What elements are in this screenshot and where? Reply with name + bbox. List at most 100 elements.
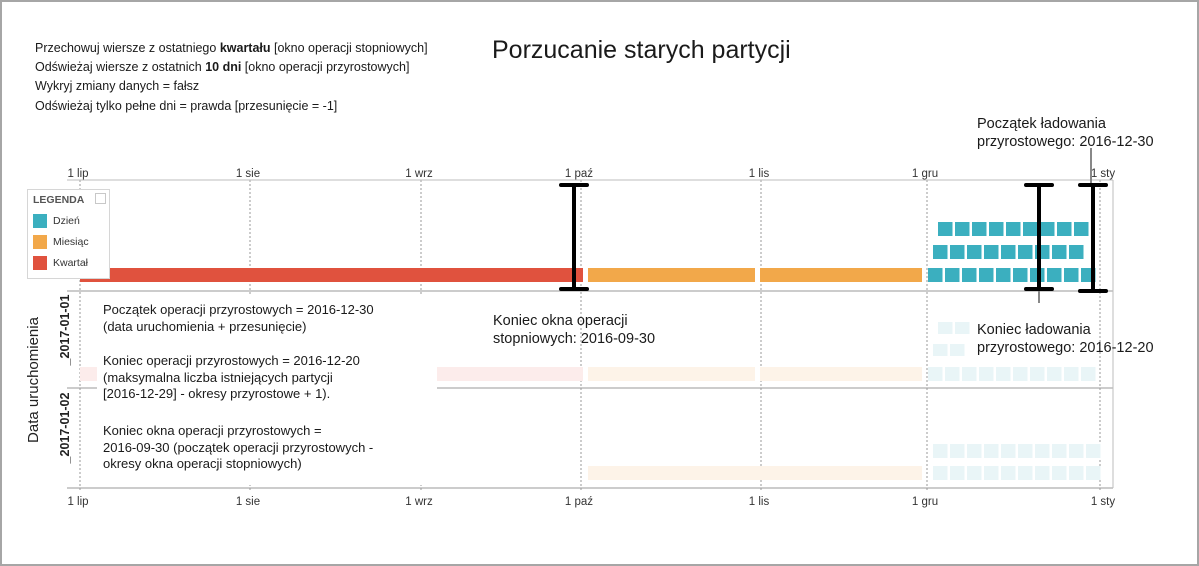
legend-item-1: Miesiąc [33,235,89,249]
day-partition-faded [955,322,970,334]
day-partition [1040,222,1055,236]
axis-tick-label: 1 lis [749,496,770,508]
axis-tick-label: 1 sie [236,496,260,508]
legend-toggle-icon[interactable] [95,193,106,204]
legend-label: Kwartał [53,257,89,269]
row-label: _2017-01-01 [58,295,72,367]
day-partition-faded [1018,466,1033,480]
day-partition [972,222,987,236]
day-partition [984,245,999,259]
day-partition [1057,222,1072,236]
day-partition [967,245,982,259]
day-partition [933,245,948,259]
quarter-bar [80,268,583,282]
day-partition [928,268,943,282]
day-partition [962,268,977,282]
month-bar-faded [588,367,755,381]
explanation-line: Koniec okna operacji przyrostowych = [103,423,322,438]
note-line: Koniec okna operacji [493,313,628,329]
config-line: Odświeżaj tylko pełne dni = prawda [prze… [35,98,338,113]
day-partition-faded [1018,444,1033,458]
day-partition-faded [1069,444,1084,458]
row-labels: _2017-01-01 _2017-01-02 [58,295,72,465]
explanation-line: Początek operacji przyrostowych = 2016-1… [103,302,374,317]
legend-title: LEGENDA [33,194,85,206]
day-partition [1069,245,1084,259]
note-line: przyrostowego: 2016-12-20 [977,340,1154,356]
markers [559,148,1108,303]
day-partition-faded [933,444,948,458]
day-partition-faded [984,466,999,480]
day-partition [1013,268,1028,282]
legend-swatch [33,256,47,270]
day-partition [945,268,960,282]
explanation-panel: Początek operacji przyrostowych = 2016-1… [97,295,437,485]
axis-tick-label: 1 sie [236,168,260,180]
incr-load-start-note: Początek ładowania przyrostowego: 2016-1… [977,115,1154,151]
config-line: Wykryj zmiany danych = fałsz [35,79,200,94]
legend-item-2: Kwartał [33,256,88,270]
day-partition [1023,222,1038,236]
day-partition [938,222,953,236]
day-partition-faded [933,344,948,356]
note-line: Koniec ładowania [977,322,1091,338]
top-axis: 1 lip 1 sie 1 wrz 1 paź 1 lis 1 gru 1 sty [67,168,1115,180]
day-partition-faded [950,444,965,458]
day-partition-faded [933,466,948,480]
day-partition [989,222,1004,236]
axis-tick-label: 1 sty [1091,496,1116,508]
rolling-end-note: Koniec okna operacji stopniowych: 2016-0… [493,312,655,348]
explanation-line: Koniec operacji przyrostowych = 2016-12-… [103,353,360,368]
note-line: przyrostowego: 2016-12-30 [977,134,1154,150]
axis-tick-label: 1 paź [565,496,593,508]
explanation-line: okresy okna operacji stopniowych) [103,456,302,471]
day-partition [1074,222,1089,236]
legend-label: Dzień [53,215,80,227]
day-partition-faded [1035,444,1050,458]
axis-tick-label: 1 paź [565,168,593,180]
note-line: stopniowych: 2016-09-30 [493,331,656,347]
axis-tick-label: 1 wrz [405,168,433,180]
day-partition-faded [1069,466,1084,480]
day-partition-faded [1081,367,1096,381]
day-partition-faded [950,344,965,356]
day-partition [1006,222,1021,236]
axis-tick-label: 1 lis [749,168,770,180]
day-partition-faded [1052,444,1067,458]
day-partition-faded [1013,367,1028,381]
day-partition-faded [967,444,982,458]
day-partition-faded [967,466,982,480]
day-partition-faded [945,367,960,381]
axis-tick-label: 1 sty [1091,168,1116,180]
day-partition-faded [1030,367,1045,381]
day-partition [950,245,965,259]
axis-tick-label: 1 wrz [405,496,433,508]
incr-load-end-note: Koniec ładowania przyrostowego: 2016-12-… [977,321,1154,357]
axis-tick-label: 1 lip [67,496,88,508]
explanation-line: [2016-12-29] - okresy przyrostowe + 1). [103,386,331,401]
explanation-line: 2016-09-30 (początek operacji przyrostow… [103,439,374,455]
explanation-1: Początek operacji przyrostowych = 2016-1… [103,302,374,335]
day-partition-faded [1086,444,1101,458]
explanation-line: (maksymalna liczba istniejących partycji [103,369,333,385]
axis-tick-label: 1 lip [67,168,88,180]
day-partition-faded [950,466,965,480]
explanation-3: Koniec okna operacji przyrostowych = 201… [103,423,373,473]
day-partition [1047,268,1062,282]
day-partition-faded [962,367,977,381]
day-partition-faded [984,444,999,458]
day-partition [1052,245,1067,259]
day-partition [1018,245,1033,259]
legend: LEGENDA Dzień Miesiąc Kwartał [27,189,110,279]
config-line: Odświeżaj wiersze z ostatnich 10 dni [ok… [35,60,410,75]
month-bar [760,268,922,282]
day-partition-faded [996,367,1011,381]
day-partition-faded [1052,466,1067,480]
legend-swatch [33,214,47,228]
explanation-2: Koniec operacji przyrostowych = 2016-12-… [103,353,360,403]
day-partition-faded [1086,466,1101,480]
day-partition-faded [1001,444,1016,458]
note-line: Początek ładowania [977,116,1106,132]
month-bar-faded [760,367,922,381]
day-partition [1001,245,1016,259]
